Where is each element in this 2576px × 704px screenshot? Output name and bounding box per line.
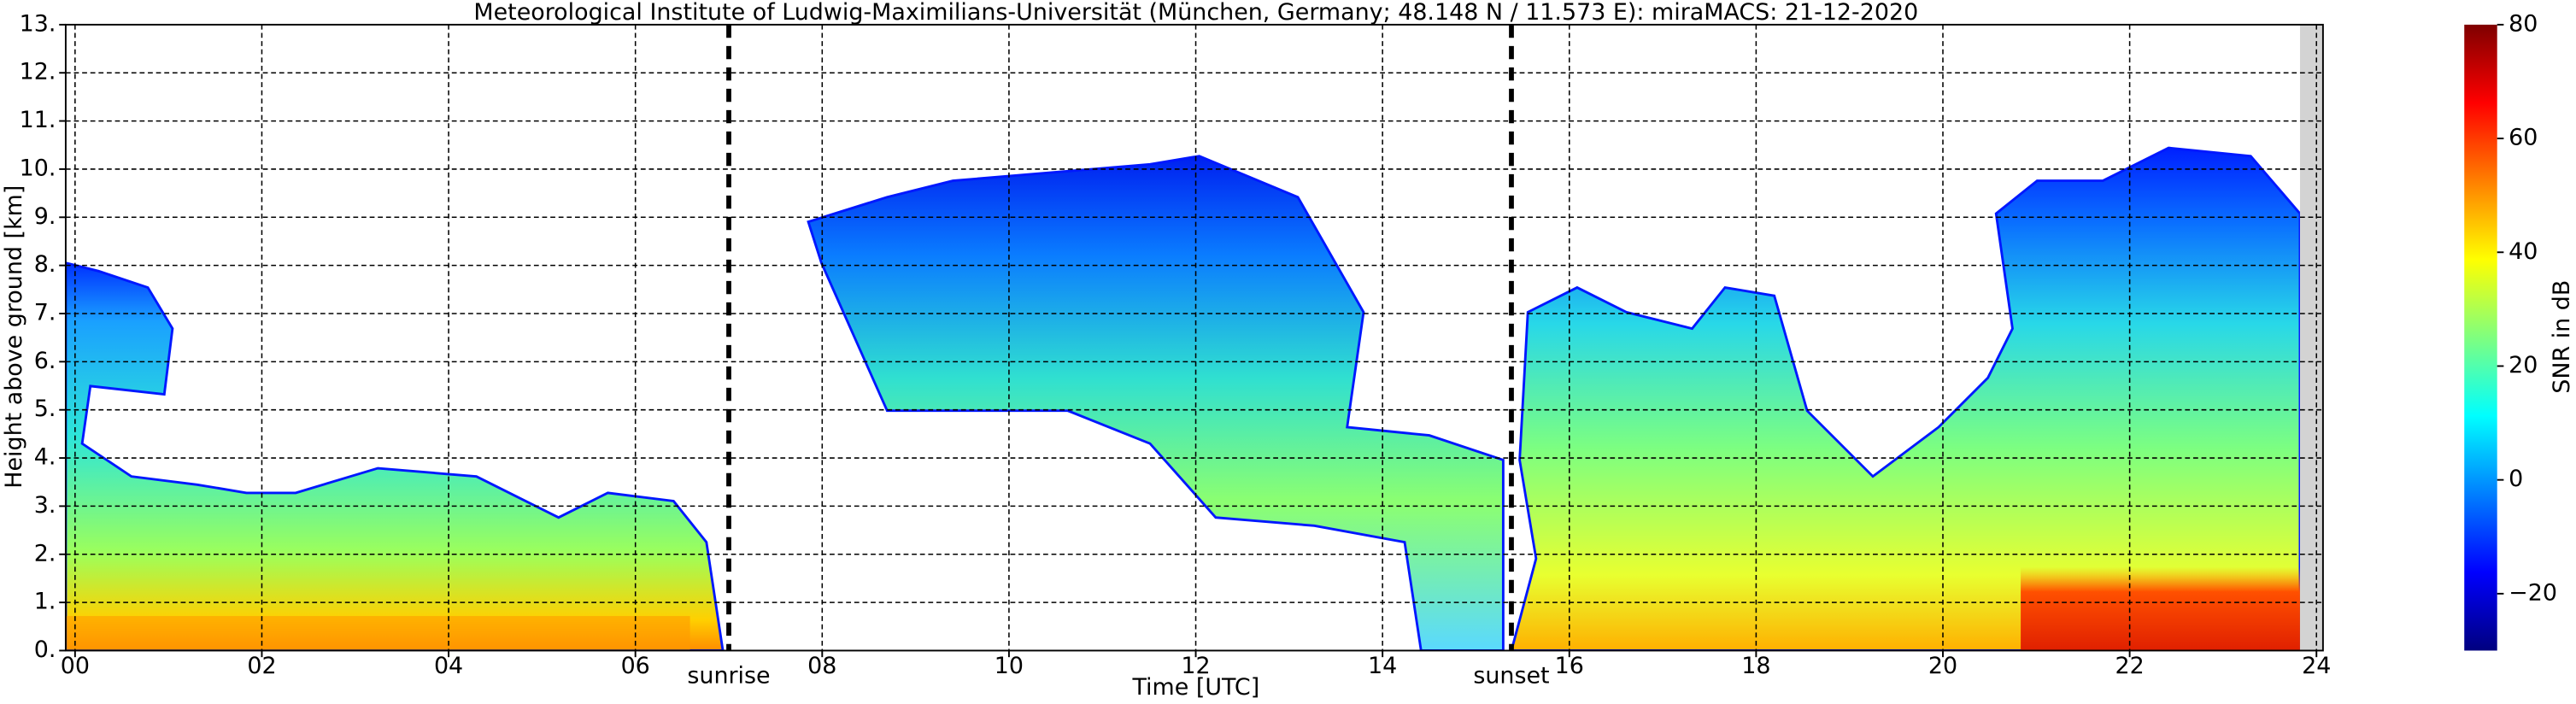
colorbar-tick-label: 20 (2509, 352, 2538, 378)
x-tick-label: 14 (1368, 653, 1397, 679)
colorbar-tick-label: 40 (2509, 238, 2538, 265)
x-tick-label: 22 (2115, 653, 2144, 679)
y-tick-label: 13. (20, 10, 56, 37)
x-tick-label: 16 (1555, 653, 1584, 679)
y-tick-label: 4. (34, 444, 56, 471)
y-tick-label: 6. (34, 348, 56, 374)
y-tick-label: 10. (20, 155, 56, 181)
colorbar-tick-label: −20 (2509, 579, 2557, 606)
colorbar-tick-label: 60 (2509, 125, 2538, 151)
x-axis-label: Time [UTC] (1131, 674, 1259, 701)
x-tick-label: 10 (995, 653, 1024, 679)
annotation-label: sunset (1473, 663, 1549, 689)
plot-frame (64, 23, 2324, 652)
x-tick-label: 20 (1928, 653, 1957, 679)
colorbar-tick-label: 0 (2509, 466, 2523, 492)
no-data (2299, 24, 2323, 651)
echo-core (2021, 566, 2300, 651)
y-tick-label: 11. (20, 107, 56, 133)
y-tick-label: 0. (34, 637, 56, 663)
colorbar-label: SNR in dB (2549, 280, 2575, 394)
axes: 00 02 04 06 08 10 12 14 16 18 20 22 24 0. 1. 2. 3. 4. 5. 6.… (20, 10, 2332, 689)
y-tick-label: 12. (20, 59, 56, 85)
radar-field (65, 24, 2323, 651)
echo-region (1510, 146, 2302, 651)
y-axis-label: Height above ground [km] (1, 185, 27, 489)
x-tick-label: 24 (2302, 653, 2331, 679)
x-tick-label: 02 (247, 653, 276, 679)
colorbar-tick-label: 80 (2509, 10, 2538, 37)
x-tick-label: 04 (434, 653, 463, 679)
colorbar-scale (2464, 24, 2497, 651)
y-tick-label: 2. (34, 540, 56, 566)
y-tick-label: 1. (34, 589, 56, 615)
colorbar: −20 0 20 40 60 80 (2464, 10, 2557, 651)
echo-region (65, 261, 725, 651)
x-tick-label: 08 (807, 653, 836, 679)
x-tick-label: 00 (61, 653, 90, 679)
y-tick-label: 9. (34, 203, 56, 230)
chart-title: Meteorological Institute of Ludwig-Maxim… (473, 0, 1918, 26)
x-tick-label: 12 (1181, 653, 1210, 679)
y-tick-label: 3. (34, 492, 56, 519)
x-tick-label: 06 (621, 653, 650, 679)
x-tick-label: 18 (1741, 653, 1770, 679)
annotation-label: sunrise (687, 663, 770, 689)
y-tick-label: 8. (34, 251, 56, 278)
y-tick-label: 5. (34, 396, 56, 422)
echo-region (807, 155, 1505, 651)
echo-core (65, 616, 690, 651)
y-tick-label: 7. (34, 299, 56, 326)
